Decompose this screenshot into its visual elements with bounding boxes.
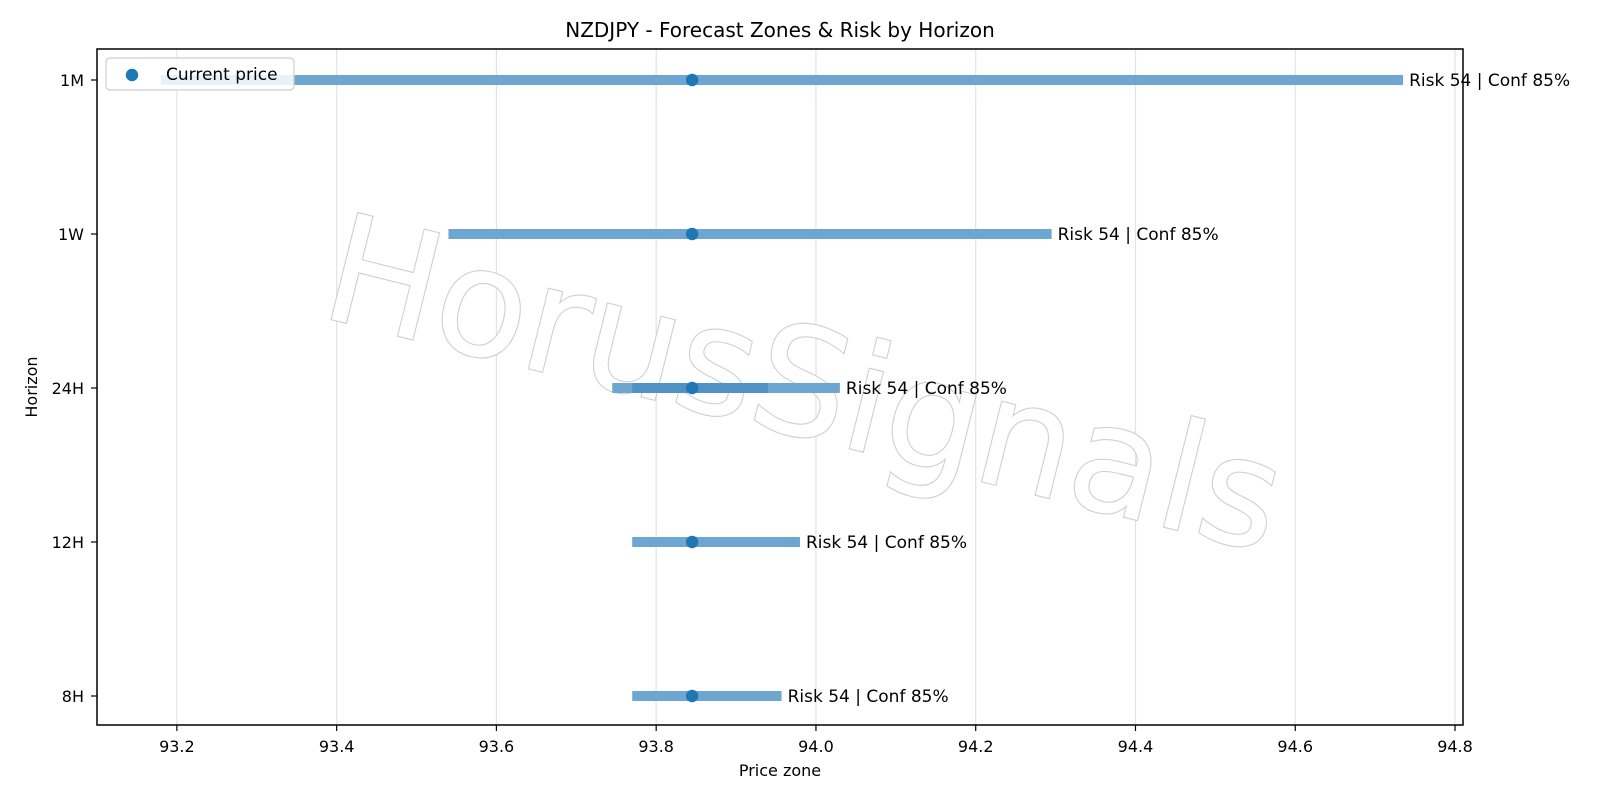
y-tick-label: 8H — [62, 687, 84, 706]
current-price-marker — [685, 73, 699, 87]
y-tick-label: 1M — [60, 71, 84, 90]
risk-annotation: Risk 54 | Conf 85% — [846, 379, 1007, 399]
x-tick-label: 94.4 — [1118, 737, 1154, 756]
x-tick-label: 94.2 — [958, 737, 994, 756]
x-tick-label: 93.8 — [638, 737, 674, 756]
x-axis: 93.2 93.4 93.6 93.8 94.0 94.2 94.4 94.6 94.8 — [159, 725, 1473, 756]
y-tick-label: 12H — [52, 533, 84, 552]
x-tick-label: 93.2 — [159, 737, 195, 756]
y-tick-label: 24H — [52, 379, 84, 398]
x-tick-label: 93.4 — [319, 737, 355, 756]
current-price-marker — [685, 689, 699, 703]
current-price-marker — [685, 381, 699, 395]
forecast-series — [160, 73, 1404, 703]
x-gridlines — [176, 49, 1456, 725]
x-tick-label: 94.8 — [1437, 737, 1473, 756]
current-price-marker — [685, 227, 699, 241]
plot-frame — [96, 48, 1464, 726]
y-tick-label: 1W — [58, 225, 84, 244]
risk-annotation: Risk 54 | Conf 85% — [1058, 225, 1219, 245]
risk-annotation: Risk 54 | Conf 85% — [806, 533, 967, 553]
chart-title: NZDJPY - Forecast Zones & Risk by Horizo… — [565, 18, 995, 42]
current-price-marker — [685, 535, 699, 549]
legend-label-current-price: Current price — [166, 65, 278, 85]
legend-marker-current-price — [125, 68, 139, 82]
x-axis-label: Price zone — [739, 761, 821, 780]
plot-area: HorusSignals Risk 54 | Conf 85%Risk 54 |… — [96, 48, 1571, 726]
risk-annotation: Risk 54 | Conf 85% — [788, 687, 949, 707]
x-tick-label: 94.6 — [1277, 737, 1313, 756]
legend: Current price — [105, 57, 295, 91]
risk-annotation: Risk 54 | Conf 85% — [1409, 71, 1570, 91]
x-tick-label: 93.6 — [479, 737, 515, 756]
y-axis-label: Horizon — [22, 356, 41, 417]
risk-annotations: Risk 54 | Conf 85% Risk 54 | Conf 85% Risk… — [788, 71, 1571, 707]
y-axis: 1M 1W 24H 12H 8H — [52, 71, 97, 706]
x-tick-label: 94.0 — [798, 737, 834, 756]
legend-box — [105, 57, 295, 91]
